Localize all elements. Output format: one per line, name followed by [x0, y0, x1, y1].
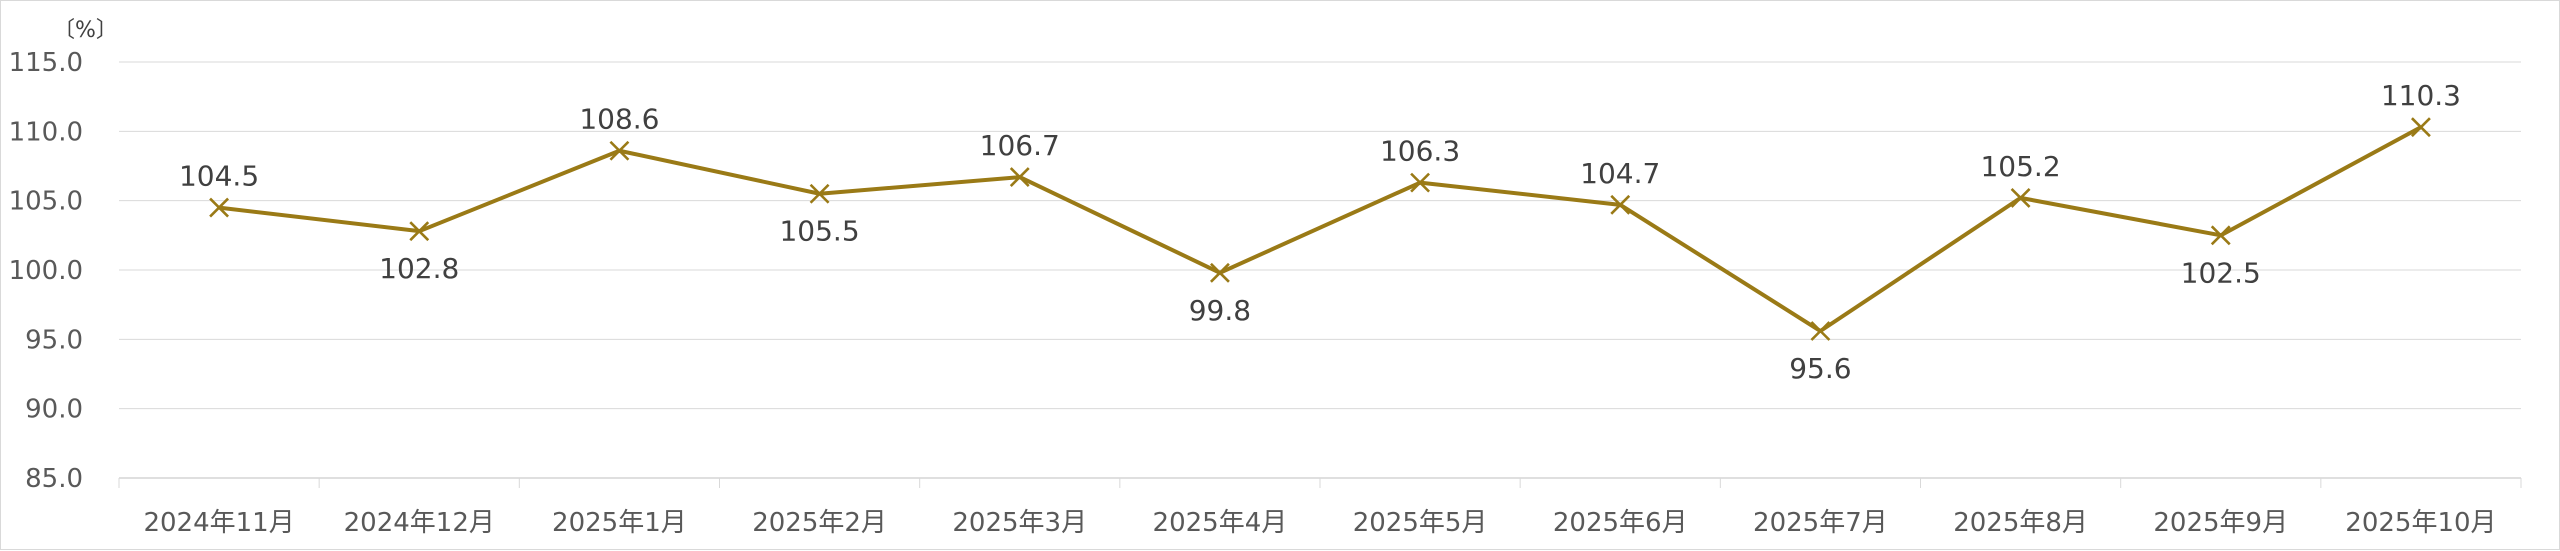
data-point-marker	[1810, 321, 1831, 341]
x-tick-label: 2025年10月	[2345, 508, 2496, 538]
gridlines	[119, 61, 2521, 479]
x-tick-label: 2025年9月	[2153, 508, 2288, 538]
x-tick-label: 2025年6月	[1553, 508, 1688, 538]
y-tick-label: 105.0	[9, 187, 83, 217]
data-label: 95.6	[1789, 352, 1851, 385]
x-tick-label: 2025年2月	[752, 508, 887, 538]
data-label: 104.5	[179, 160, 259, 193]
y-tick-label: 100.0	[9, 256, 83, 286]
x-tick-label: 2025年5月	[1353, 508, 1488, 538]
data-label: 106.3	[1380, 135, 1460, 168]
data-labels: 104.5 102.8 108.6 105.5 106.7 99.8 106.3 104.7 9…	[179, 79, 2461, 385]
y-tick-label: 95.0	[25, 325, 83, 355]
x-axis: 2024年11月 2024年12月 2025年1月 2025年2月 2025年3月 202…	[118, 478, 2522, 538]
y-tick-label: 90.0	[25, 395, 83, 425]
data-point-marker	[609, 140, 630, 161]
x-tick-label: 2024年11月	[143, 508, 294, 538]
data-point-marker	[409, 221, 430, 242]
data-label: 104.7	[1580, 157, 1660, 190]
data-label: 99.8	[1189, 294, 1251, 327]
data-label: 102.8	[379, 252, 459, 285]
data-point-marker	[2210, 225, 2231, 246]
data-label: 110.3	[2381, 79, 2461, 112]
data-label: 105.2	[1980, 150, 2060, 183]
data-label: 102.5	[2181, 256, 2261, 289]
data-point-marker	[1209, 262, 1230, 283]
x-tick-label: 2025年1月	[552, 508, 687, 538]
data-point-marker	[2410, 117, 2431, 138]
x-tick-label: 2025年8月	[1953, 508, 2088, 538]
series-line	[218, 125, 2422, 334]
data-point-marker	[809, 183, 830, 204]
x-tick-label: 2025年4月	[1153, 508, 1288, 538]
data-point-marker	[1410, 172, 1431, 193]
x-tick-label: 2025年3月	[952, 508, 1087, 538]
x-tick-label: 2024年12月	[344, 508, 495, 538]
y-axis: 85.0 90.0 95.0 100.0 105.0 110.0 115.0	[9, 48, 83, 494]
y-tick-label: 115.0	[9, 48, 83, 78]
data-label: 105.5	[779, 215, 859, 248]
data-point-marker	[1009, 167, 1030, 188]
series	[209, 117, 2431, 341]
y-tick-label: 110.0	[9, 117, 83, 147]
y-tick-label: 85.0	[25, 464, 83, 494]
data-point-marker	[209, 197, 230, 218]
data-point-marker	[1610, 194, 1631, 215]
data-point-marker	[2010, 187, 2031, 208]
data-label: 106.7	[980, 129, 1060, 162]
y-unit-label: 〔%〕	[53, 18, 118, 43]
x-tick-label: 2025年7月	[1753, 508, 1888, 538]
data-label: 108.6	[579, 103, 659, 136]
